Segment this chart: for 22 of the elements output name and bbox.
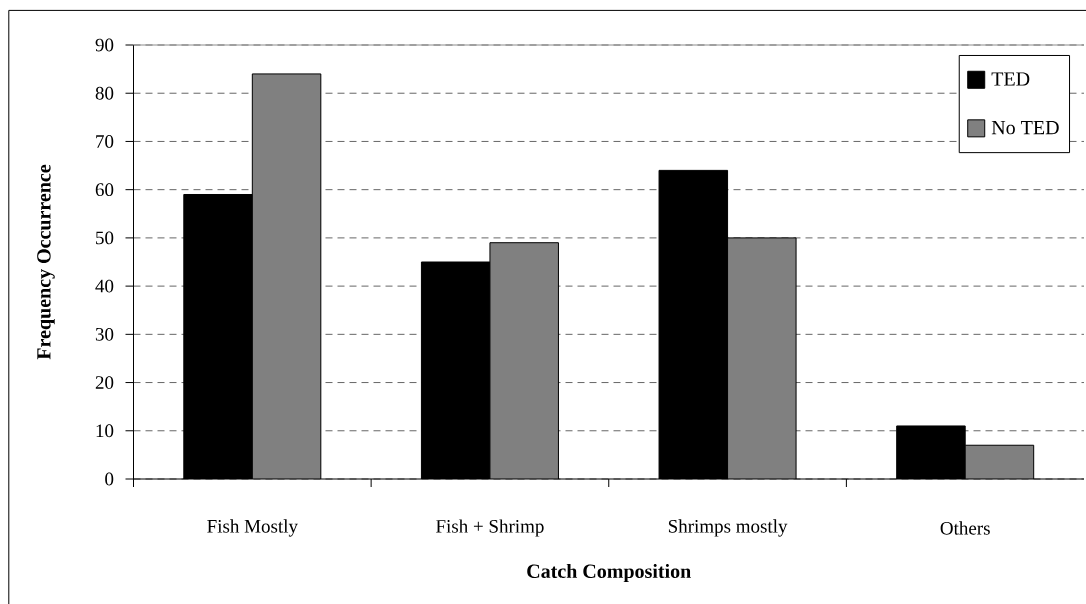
y-tick-label: 60 [95,183,114,197]
legend-label: No TED [991,121,1059,135]
legend-label: TED [991,72,1030,86]
y-axis-title: Frequency Occurrence [37,164,55,360]
bar [489,242,559,479]
x-tick-label: Fish + Shrimp [436,519,544,537]
x-axis-title: Catch Composition [527,563,691,583]
y-tick-label: 70 [96,135,114,148]
y-tick-label: 40 [95,279,114,293]
y-tick-label: 90 [95,38,114,52]
y-tick-label: 0 [105,472,114,486]
x-tick-label: Others [940,521,990,535]
x-tick-label: Fish Mostly [207,519,298,537]
y-tick-label: 20 [95,376,114,389]
bar [252,73,321,479]
x-tick-label: Shrimps mostly [668,519,788,537]
y-tick-label: 10 [96,424,114,438]
bar [964,444,1035,479]
y-tick-label: 50 [96,231,114,245]
y-tick-label: 30 [95,327,114,341]
bar [727,237,797,479]
y-tick-label: 80 [95,86,114,100]
